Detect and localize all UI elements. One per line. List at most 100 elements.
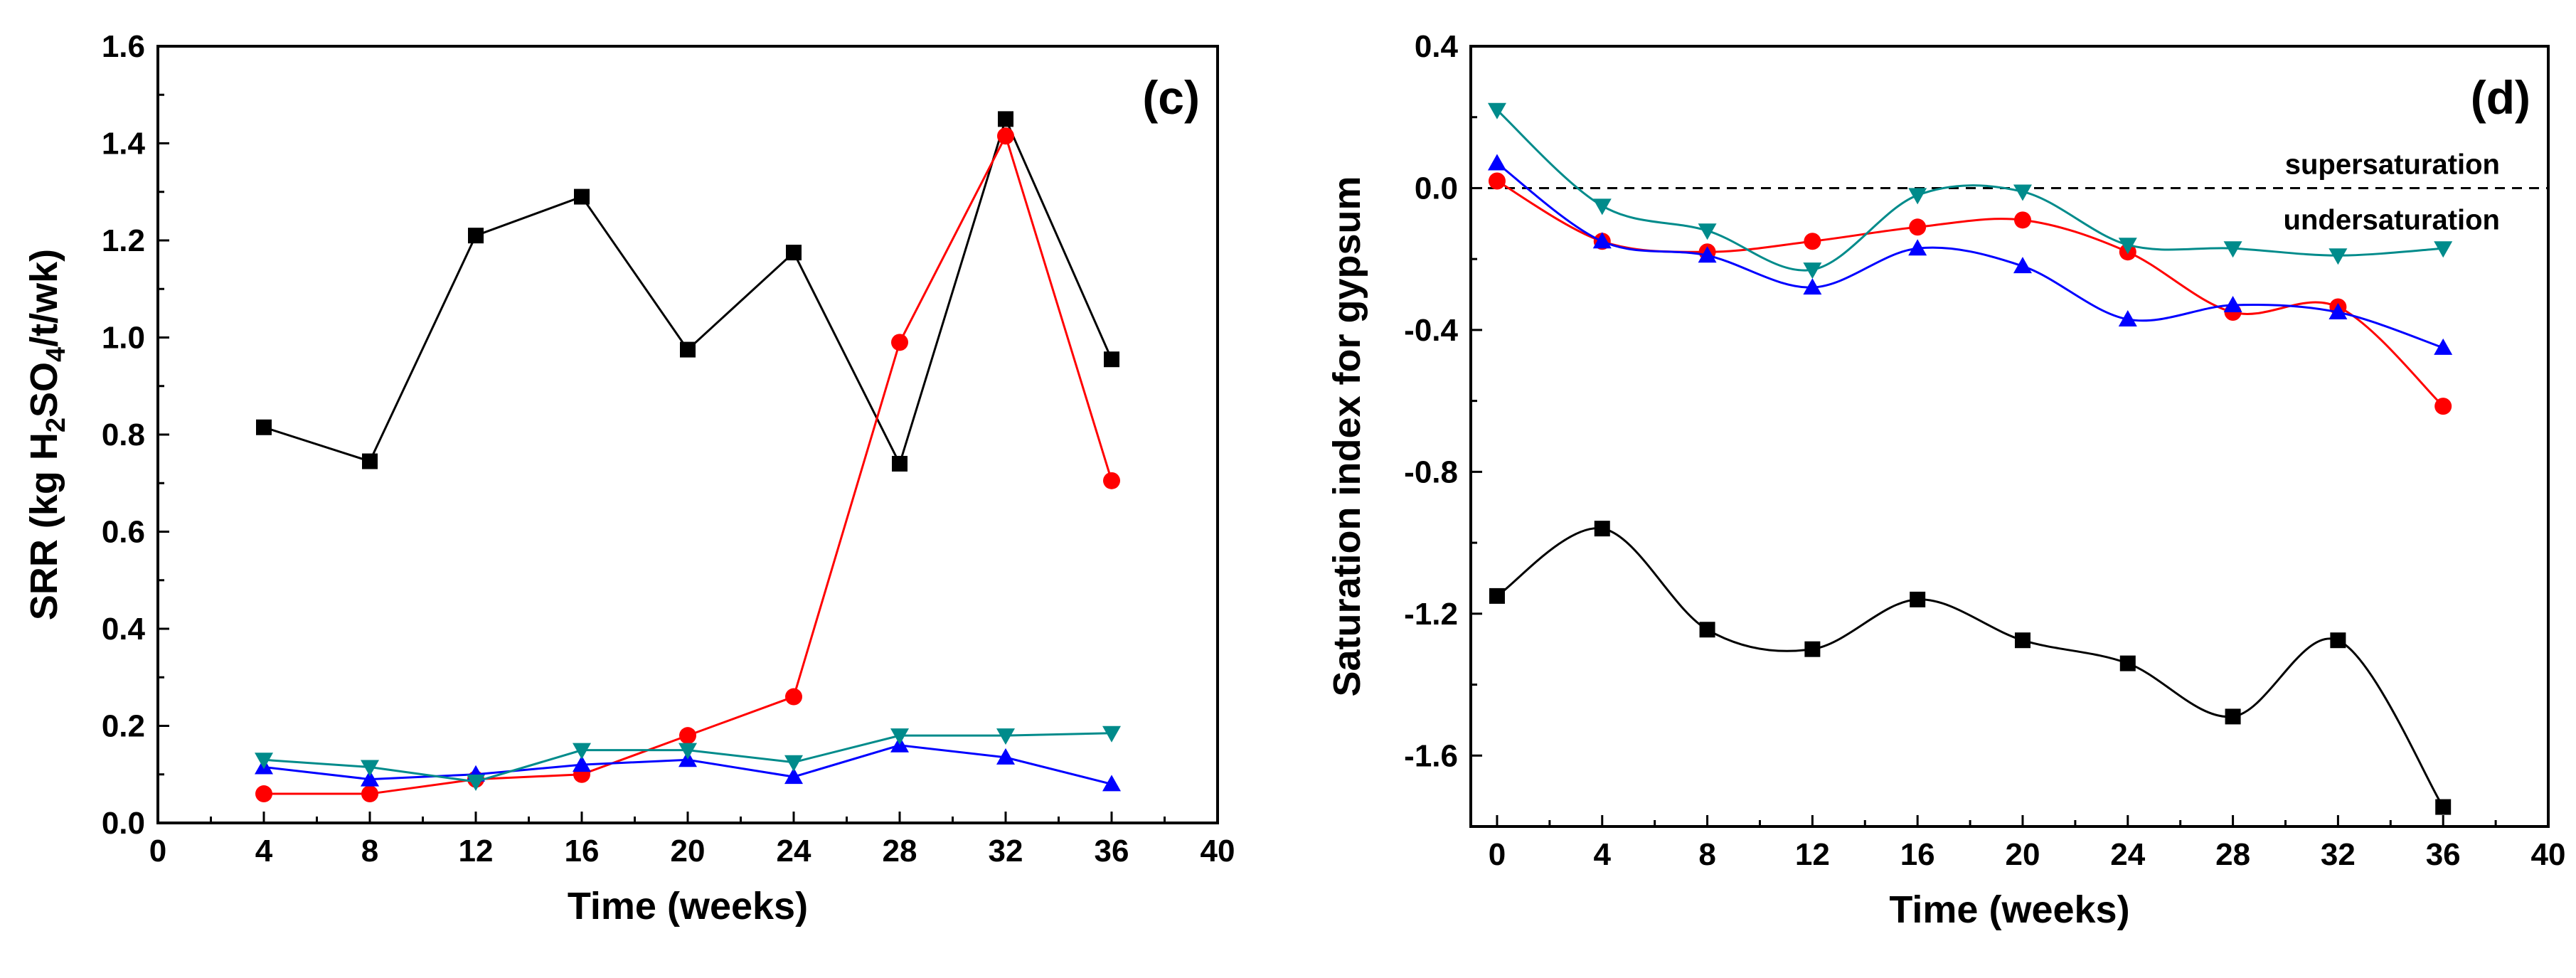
data-point-red-circles <box>1488 172 1506 190</box>
data-point-red-circles <box>785 688 802 706</box>
data-point-black-squares <box>892 455 908 472</box>
x-tick-label: 20 <box>671 834 706 868</box>
series-black-squares <box>1489 521 2452 815</box>
x-tick-label: 20 <box>2005 837 2040 872</box>
data-point-teal-down-triangles <box>1102 725 1121 743</box>
y-tick-label: -0.8 <box>1404 455 1458 489</box>
data-point-red-circles <box>1804 233 1821 250</box>
data-point-blue-up-triangles <box>996 748 1015 765</box>
y-tick-label: -0.4 <box>1404 313 1458 348</box>
x-tick-label: 8 <box>361 834 378 868</box>
panel-label: (c) <box>1142 71 1200 124</box>
data-point-blue-up-triangles <box>361 770 379 787</box>
series-line-red-circles <box>264 133 1113 795</box>
data-point-black-squares <box>1489 588 1505 604</box>
y-axis-title-subscript: 2 <box>41 418 71 432</box>
x-tick-label: 28 <box>2215 837 2250 872</box>
data-point-teal-down-triangles <box>1803 262 1822 280</box>
data-point-black-squares <box>2225 708 2241 725</box>
data-point-blue-up-triangles <box>1487 154 1506 171</box>
series-line-black-squares <box>1496 527 2444 808</box>
data-point-black-squares <box>2435 799 2452 815</box>
x-tick-label: 28 <box>883 834 917 868</box>
data-point-blue-up-triangles <box>1908 239 1927 256</box>
data-point-red-circles <box>255 785 272 803</box>
data-point-teal-down-triangles <box>784 755 803 772</box>
data-point-blue-up-triangles <box>2328 302 2348 319</box>
data-point-black-squares <box>1699 622 1715 638</box>
data-point-black-squares <box>786 245 802 261</box>
y-tick-label: 1.2 <box>102 223 145 258</box>
data-point-black-squares <box>1804 641 1821 657</box>
x-tick-label: 12 <box>459 834 494 868</box>
y-tick-label: 1.6 <box>102 29 145 64</box>
data-point-teal-down-triangles <box>467 774 485 791</box>
x-tick-label: 24 <box>2110 837 2145 872</box>
y-axis-title: SRR (kg H2SO4/t/wk) <box>23 249 71 620</box>
data-point-red-circles <box>1909 218 1927 236</box>
data-point-blue-up-triangles <box>2434 338 2453 355</box>
series-black-squares <box>256 111 1119 472</box>
y-tick-label: 0.0 <box>1415 171 1458 206</box>
data-point-teal-down-triangles <box>2013 184 2032 201</box>
series-teal-down-triangles <box>255 725 1121 791</box>
data-point-black-squares <box>256 419 272 435</box>
x-tick-label: 16 <box>1900 837 1935 872</box>
y-axis-title-part: /t/wk) <box>23 249 65 347</box>
data-point-blue-up-triangles <box>573 755 591 772</box>
series-line-black-squares <box>263 116 1113 467</box>
chart-panel-d: 0 4 8 12 16 20 24 28 32 36 40 0.4 0.0 -0.4 -0.8 -1.2 -1.… <box>1326 29 2565 931</box>
data-point-black-squares <box>998 111 1013 127</box>
data-point-teal-down-triangles <box>255 753 273 770</box>
x-axis-title: Time (weeks) <box>568 885 808 927</box>
data-point-teal-down-triangles <box>1487 102 1506 119</box>
y-tick-label: 0.4 <box>1415 29 1459 64</box>
annotation-supersaturation: supersaturation <box>2285 149 2500 180</box>
x-axis-title: Time (weeks) <box>1889 888 2129 931</box>
chart-panel-c: 0 4 8 12 16 20 24 28 32 36 400.00.20.40.60.81.01.2… <box>23 29 1235 927</box>
data-point-red-circles <box>2434 398 2452 415</box>
data-point-black-squares <box>1104 351 1119 368</box>
data-point-blue-up-triangles <box>2118 309 2137 326</box>
series-red-circles <box>255 127 1120 803</box>
y-tick-label: 0.6 <box>102 515 145 550</box>
y-axis-title-part: SO <box>23 362 65 418</box>
data-point-teal-down-triangles <box>573 743 591 760</box>
y-axis-title: Saturation index for gypsum <box>1326 176 1368 696</box>
annotation-undersaturation: undersaturation <box>2284 204 2500 235</box>
x-tick-label: 40 <box>2531 837 2566 872</box>
data-point-black-squares <box>574 188 590 205</box>
data-point-teal-down-triangles <box>996 728 1015 745</box>
plot-frame <box>156 45 1219 824</box>
y-tick-label: 1.4 <box>102 127 146 161</box>
x-tick-label: 36 <box>1095 834 1129 868</box>
data-point-black-squares <box>362 453 378 469</box>
x-tick-label: 4 <box>1594 837 1612 872</box>
y-tick-label: 0.0 <box>102 806 145 841</box>
x-tick-label: 12 <box>1795 837 1830 872</box>
data-point-teal-down-triangles <box>1698 223 1717 240</box>
data-point-black-squares <box>1594 521 1610 537</box>
plot-frame <box>1469 45 2550 828</box>
data-point-teal-down-triangles <box>1592 198 1612 216</box>
data-point-blue-up-triangles <box>2223 296 2242 313</box>
x-tick-label: 4 <box>255 834 273 868</box>
data-point-blue-up-triangles <box>1698 246 1717 263</box>
data-point-blue-up-triangles <box>1803 278 1822 295</box>
x-tick-label: 32 <box>989 834 1023 868</box>
data-point-red-circles <box>1103 472 1120 489</box>
data-point-teal-down-triangles <box>1908 188 1927 205</box>
data-point-teal-down-triangles <box>2434 241 2453 258</box>
data-point-black-squares <box>468 228 484 244</box>
y-tick-label: 0.4 <box>102 612 146 647</box>
data-point-blue-up-triangles <box>1592 232 1612 249</box>
y-axis-title-part: SRR (kg H <box>23 432 65 620</box>
data-point-teal-down-triangles <box>2118 238 2137 255</box>
data-point-blue-up-triangles <box>1102 775 1121 792</box>
data-point-blue-up-triangles <box>784 767 803 785</box>
x-tick-label: 8 <box>1698 837 1715 872</box>
y-tick-label: 1.0 <box>102 321 145 356</box>
series-teal-down-triangles <box>1487 102 2453 280</box>
data-point-black-squares <box>1910 591 1926 607</box>
